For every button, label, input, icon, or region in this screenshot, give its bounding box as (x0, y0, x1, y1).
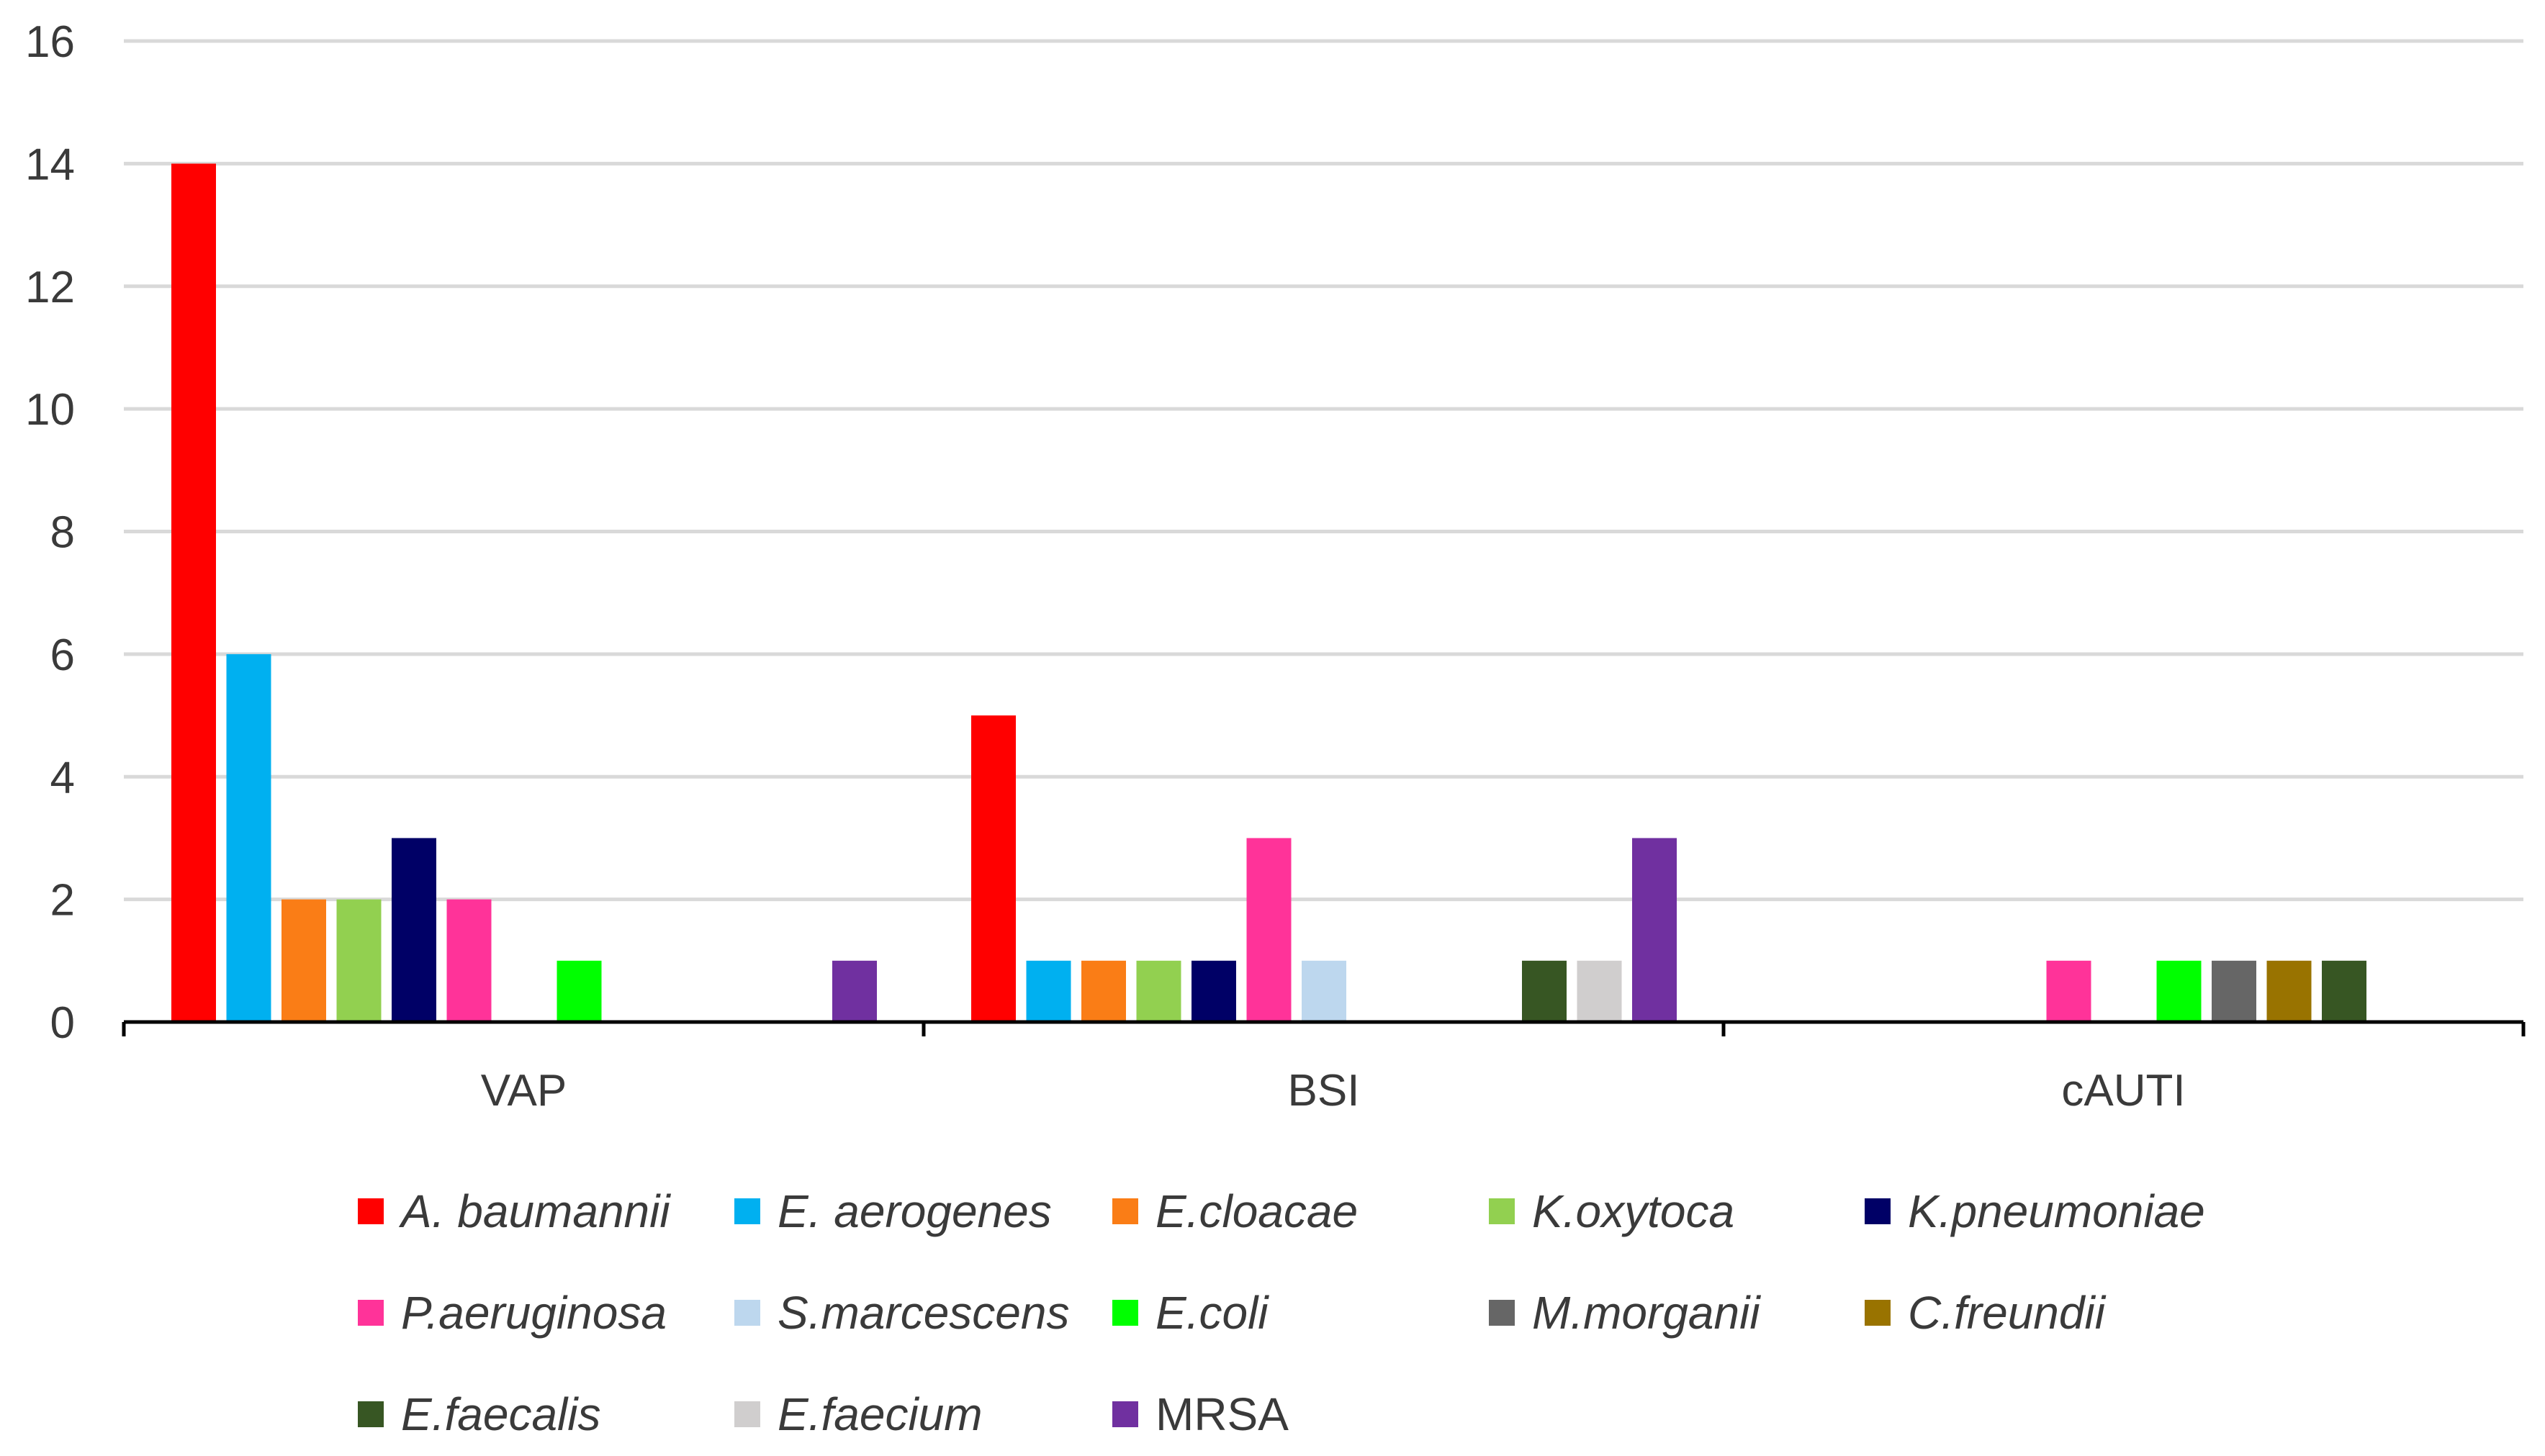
x-category-label: cAUTI (2061, 1066, 2185, 1116)
bar-cauti-e-faecalis (2322, 960, 2366, 1022)
legend-swatch (358, 1300, 384, 1326)
legend-label: E.coli (1156, 1287, 1269, 1339)
bar-cauti-p-aeruginosa (2046, 960, 2091, 1022)
legend: A. baumannii E. aerogenes E.cloacae K.oxyto… (358, 1185, 2205, 1440)
bars (171, 163, 2366, 1022)
y-tick-label: 14 (25, 140, 75, 189)
x-category-label: VAP (481, 1066, 567, 1116)
bar-bsi-p-aeruginosa (1246, 838, 1292, 1022)
y-tick-label: 6 (50, 630, 75, 680)
bar-bsi-mrsa (1632, 838, 1677, 1022)
legend-label: E.faecium (778, 1388, 983, 1440)
legend-label: S.marcescens (778, 1287, 1069, 1339)
y-tick-label: 12 (25, 263, 75, 312)
bar-cauti-e-coli (2156, 960, 2202, 1022)
legend-swatch (734, 1198, 760, 1224)
legend-label: E. aerogenes (778, 1185, 1052, 1237)
bar-cauti-c-freundii (2266, 960, 2312, 1022)
legend-swatch (734, 1401, 760, 1427)
bar-vap-k-oxytoca (336, 899, 382, 1022)
bar-vap-a-baumannii (171, 163, 216, 1022)
legend-label: MRSA (1156, 1388, 1289, 1440)
bar-vap-p-aeruginosa (446, 899, 492, 1022)
x-axis-category-labels: VAP BSI cAUTI (481, 1066, 2186, 1116)
legend-label: E.faecalis (401, 1388, 600, 1440)
legend-label: K.oxytoca (1532, 1185, 1734, 1237)
bar-bsi-a-baumannii (971, 715, 1016, 1022)
legend-label: M.morganii (1532, 1287, 1761, 1339)
legend-label: P.aeruginosa (401, 1287, 667, 1339)
y-tick-label: 16 (25, 17, 75, 67)
y-tick-label: 8 (50, 508, 75, 558)
bar-bsi-e-cloacae (1081, 960, 1126, 1022)
legend-swatch (1112, 1300, 1138, 1326)
gridlines (124, 39, 2523, 902)
legend-swatch (1489, 1300, 1515, 1326)
legend-swatch (358, 1198, 384, 1224)
legend-swatch (734, 1300, 760, 1326)
legend-swatch (358, 1401, 384, 1427)
legend-swatch (1112, 1401, 1138, 1427)
bar-vap-e-aerogenes (226, 654, 271, 1022)
legend-label: A. baumannii (398, 1185, 671, 1237)
legend-swatch (1112, 1198, 1138, 1224)
y-tick-label: 4 (50, 753, 75, 802)
y-axis-tick-labels: 0 2 4 6 8 10 12 14 16 (25, 17, 75, 1048)
axes (122, 1020, 2526, 1036)
legend-label: E.cloacae (1156, 1185, 1358, 1237)
y-tick-label: 10 (25, 385, 75, 435)
bar-bsi-k-oxytoca (1136, 960, 1181, 1022)
bar-bsi-s-marcescens (1302, 960, 1346, 1022)
bar-bsi-e-faecium (1577, 960, 1622, 1022)
bar-bsi-e-faecalis (1522, 960, 1567, 1022)
legend-label: C.freundii (1908, 1287, 2107, 1339)
bar-vap-e-coli (557, 960, 602, 1022)
legend-swatch (1865, 1300, 1891, 1326)
bar-vap-e-cloacae (281, 899, 326, 1022)
legend-swatch (1489, 1198, 1515, 1224)
bar-cauti-m-morganii (2212, 960, 2256, 1022)
y-tick-label: 2 (50, 876, 75, 926)
bar-vap-mrsa (832, 960, 877, 1022)
y-tick-label: 0 (50, 998, 75, 1048)
x-category-label: BSI (1288, 1066, 1360, 1116)
legend-label: K.pneumoniae (1908, 1185, 2205, 1237)
bar-vap-k-pneumoniae (392, 838, 436, 1022)
bar-bsi-k-pneumoniae (1192, 960, 1236, 1022)
legend-swatch (1865, 1198, 1891, 1224)
bar-bsi-e-aerogenes (1026, 960, 1071, 1022)
